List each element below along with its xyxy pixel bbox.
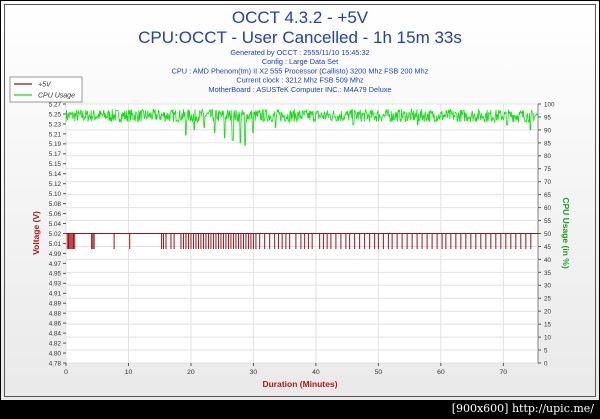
y2-tick-label: 25	[544, 296, 552, 303]
y2-tick-label: 5	[544, 347, 548, 354]
y-tick-label: 5.15	[49, 161, 62, 168]
y2-tick-label: 10	[544, 335, 552, 342]
legend: +5V CPU Usage	[9, 76, 83, 103]
y2-tick-label: 55	[544, 218, 552, 225]
y2-tick-label: 100	[544, 101, 555, 108]
x-tick-label: 20	[187, 369, 195, 376]
legend-box	[9, 76, 83, 103]
y2-tick-label: 90	[544, 127, 552, 134]
y-tick-label: 5.10	[49, 191, 62, 198]
info-line: MotherBoard : ASUSTeK Computer INC.: M4A…	[209, 85, 392, 94]
y-tick-label: 5.25	[49, 111, 62, 118]
y-tick-label: 5.17	[49, 151, 62, 158]
y-tick-label: 4.91	[49, 291, 62, 298]
info-line: CPU : AMD Phenom(tm) II X2 555 Processor…	[172, 66, 429, 75]
x-tick-label: 40	[312, 369, 320, 376]
info-line: Generated by OCCT : 2555/11/10 15:45:32	[230, 48, 369, 57]
y-tick-label: 5.06	[49, 211, 62, 218]
y2-tick-label: 35	[544, 270, 552, 277]
y2-axis-ticks: 0 5 10 15 20 25 30 35 40 45 50 55 60 65 70 75 80 85 90 95 10…	[538, 101, 555, 367]
y2-tick-label: 75	[544, 166, 552, 173]
y-axis-label: Voltage (V)	[31, 211, 41, 255]
y2-tick-label: 20	[544, 309, 552, 316]
y-tick-label: 4.88	[49, 311, 62, 318]
y-tick-label: 4.84	[49, 331, 62, 338]
y2-tick-label: 40	[544, 257, 552, 264]
x-tick-label: 10	[125, 369, 133, 376]
y-tick-label: 4.86	[49, 321, 62, 328]
info-line: Current clock : 3212 Mhz FSB 509 Mhz	[236, 76, 364, 85]
x-tick-label: 70	[500, 369, 508, 376]
y-tick-label: 4.89	[49, 301, 62, 308]
y-tick-label: 4.78	[49, 360, 62, 367]
y-tick-label: 5.12	[49, 181, 62, 188]
x-tick-label: 60	[437, 369, 445, 376]
y-tick-label: 5.27	[49, 101, 62, 108]
footer-bar: [900x600] http://upic.me/	[0, 401, 600, 419]
y-tick-label: 4.80	[49, 350, 62, 357]
y-tick-label: 4.93	[49, 281, 62, 288]
y2-tick-label: 45	[544, 244, 552, 251]
y2-tick-label: 95	[544, 114, 552, 121]
y-tick-label: 5.02	[49, 231, 62, 238]
y-tick-label: 4.95	[49, 271, 62, 278]
y-tick-label: 5.08	[49, 201, 62, 208]
y-tick-label: 5.01	[49, 241, 62, 248]
grid	[65, 103, 538, 364]
x-axis-label: Duration (Minutes)	[262, 379, 337, 389]
y-axis-ticks: 4.78 4.80 4.82 4.84 4.86 4.88 4.89 4.91 4.93 4.95…	[49, 101, 66, 367]
y2-tick-label: 65	[544, 192, 552, 199]
y-tick-label: 5.14	[49, 171, 62, 178]
legend-label: CPU Usage	[38, 93, 75, 100]
y-tick-label: 4.97	[49, 261, 62, 268]
y-tick-label: 5.04	[49, 221, 62, 228]
y-tick-label: 5.19	[49, 141, 62, 148]
y2-tick-label: 15	[544, 322, 552, 329]
y2-tick-label: 60	[544, 205, 552, 212]
info-line: Config : Large Data Set	[262, 57, 338, 66]
series-cpu-usage-line	[65, 107, 539, 146]
y2-tick-label: 30	[544, 283, 552, 290]
legend-label: +5V	[38, 82, 52, 89]
info-lines: Generated by OCCT : 2555/11/10 15:45:32C…	[172, 48, 429, 94]
y2-tick-label: 0	[544, 360, 548, 367]
y-tick-label: 4.99	[49, 251, 62, 258]
chart: OCCT 4.3.2 - +5V CPU:OCCT - User Cancell…	[0, 0, 600, 401]
y2-tick-label: 70	[544, 179, 552, 186]
y-tick-label: 5.23	[49, 121, 62, 128]
x-axis-ticks: 0 10 20 30 40 50 60 70	[64, 363, 507, 376]
y-tick-label: 4.82	[49, 340, 62, 347]
y2-tick-label: 50	[544, 231, 552, 238]
y-tick-label: 5.21	[49, 131, 62, 138]
y2-axis-label: CPU Usage (in %)	[561, 197, 571, 268]
x-tick-label: 50	[375, 369, 383, 376]
y2-tick-label: 85	[544, 140, 552, 147]
chart-title: OCCT 4.3.2 - +5V	[232, 8, 369, 27]
footer-text: [900x600] http://upic.me/	[451, 402, 594, 415]
y2-tick-label: 80	[544, 153, 552, 160]
series-layer	[65, 107, 539, 250]
chart-inner-border	[4, 4, 596, 397]
x-tick-label: 30	[250, 369, 258, 376]
chart-subtitle: CPU:OCCT - User Cancelled - 1h 15m 33s	[138, 28, 462, 47]
x-tick-label: 0	[64, 369, 68, 376]
